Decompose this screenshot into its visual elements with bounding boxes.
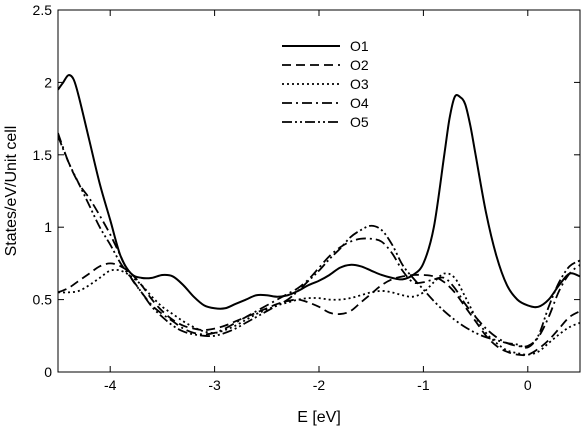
- y-tick-label: 2.5: [33, 2, 53, 18]
- y-tick-label: 1: [44, 219, 52, 235]
- y-tick-label: 2: [44, 74, 52, 90]
- series-line-o4: [58, 132, 580, 348]
- x-tick-label: 0: [524, 377, 532, 393]
- series-line-o2: [58, 262, 580, 357]
- series-line-o1: [58, 74, 580, 310]
- ticks: [58, 9, 580, 373]
- series-line-o5: [58, 135, 580, 349]
- x-tick-label: -2: [313, 377, 326, 393]
- legend: O1 O2 O3 O4 O5: [282, 38, 369, 130]
- legend-label-o1: O1: [350, 38, 369, 54]
- legend-label-o3: O3: [350, 76, 369, 92]
- y-tick-label: 0.5: [33, 292, 53, 308]
- legend-label-o4: O4: [350, 95, 369, 111]
- series-line-o3: [58, 268, 580, 356]
- y-tick-label: 1.5: [33, 147, 53, 163]
- legend-label-o5: O5: [350, 114, 369, 130]
- x-tick-label: -1: [417, 377, 430, 393]
- x-axis-label: E [eV]: [297, 409, 341, 426]
- y-tick-label: 0: [44, 364, 52, 380]
- x-tick-label: -4: [104, 377, 117, 393]
- y-axis-label: States/eV/Unit cell: [3, 126, 20, 257]
- legend-label-o2: O2: [350, 57, 369, 73]
- x-tick-label: -3: [208, 377, 221, 393]
- x-tick-labels: -4 -3 -2 -1 0: [104, 377, 532, 393]
- series-lines: [58, 74, 580, 357]
- y-tick-labels: 0 0.5 1 1.5 2 2.5: [33, 2, 53, 380]
